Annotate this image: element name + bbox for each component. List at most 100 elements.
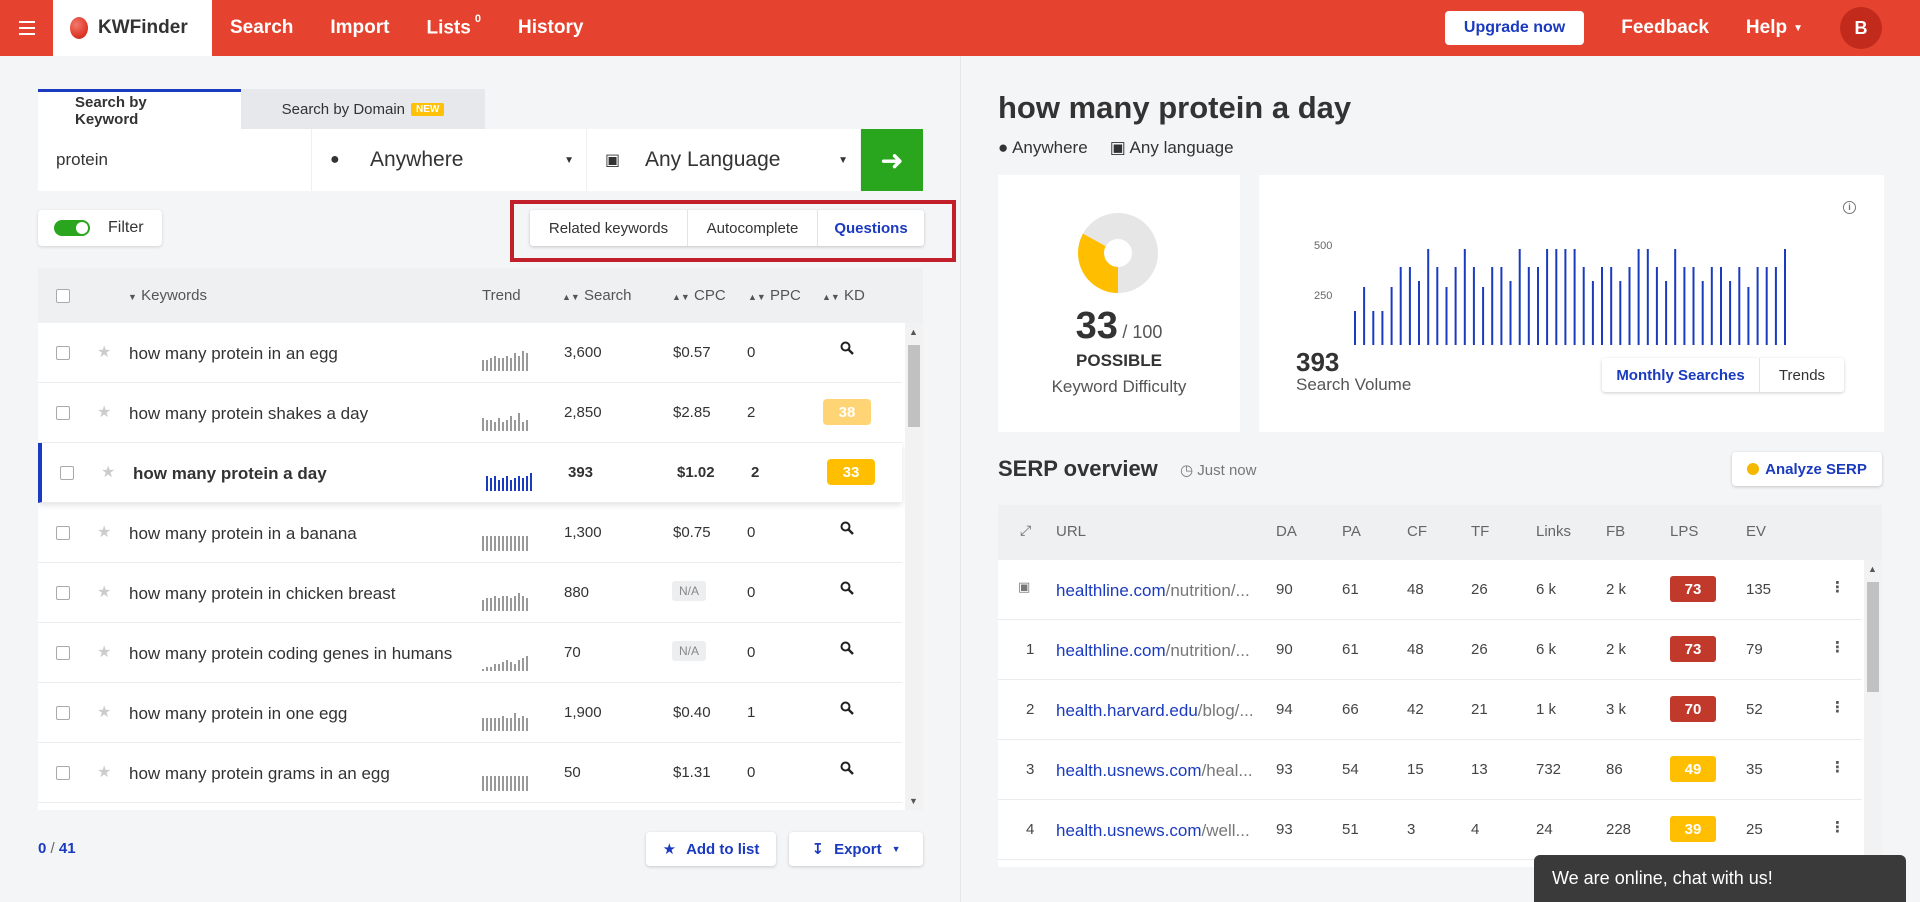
star-icon[interactable]: ★ [97, 704, 112, 721]
scroll-thumb[interactable] [1867, 582, 1879, 692]
select-all-checkbox[interactable] [56, 289, 70, 303]
analyze-serp-button[interactable]: Analyze SERP [1732, 452, 1882, 486]
keyword-text[interactable]: how many protein a day [133, 464, 327, 483]
col-keywords[interactable]: ▼ Keywords [128, 287, 207, 304]
star-icon[interactable]: ★ [97, 764, 112, 781]
tab-search-by-domain[interactable]: Search by Domain NEW [241, 89, 485, 129]
tab-questions[interactable]: Questions [834, 219, 908, 237]
tab-search-by-keyword[interactable]: Search by Keyword [38, 89, 241, 129]
brand[interactable]: KWFinder [53, 0, 212, 56]
cpc-value: $1.02 [677, 464, 715, 481]
search-icon[interactable] [840, 701, 854, 720]
keyword-text[interactable]: how many protein shakes a day [129, 404, 369, 423]
serp-scrollbar[interactable]: ▲ [1864, 560, 1882, 867]
row-checkbox[interactable] [56, 346, 70, 360]
upgrade-button[interactable]: Upgrade now [1444, 11, 1585, 45]
scroll-thumb[interactable] [908, 345, 920, 427]
star-icon[interactable]: ★ [97, 344, 112, 361]
table-row[interactable]: ★ how many protein shakes a day 2,850 $2.85… [38, 383, 902, 443]
serp-url[interactable]: health.usnews.com/well... [1056, 821, 1260, 841]
table-row[interactable]: ★ how many protein a day 393 $1.02 2 33 [38, 443, 902, 503]
table-row[interactable]: ★ how many protein in a banana 1,300 $0.75 0 [38, 503, 902, 563]
tab-related-keywords[interactable]: Related keywords [530, 210, 688, 246]
feedback-link[interactable]: Feedback [1621, 17, 1709, 38]
keyword-text[interactable]: how many protein in a banana [129, 524, 357, 543]
serp-row[interactable]: ▣ healthline.com/nutrition/... 90 61 48 26 6 k… [998, 560, 1862, 620]
scroll-down-icon[interactable]: ▼ [909, 796, 918, 806]
toggle-switch[interactable] [54, 220, 90, 236]
location-select[interactable]: ● Anywhere ▼ [312, 129, 587, 191]
search-icon[interactable] [840, 581, 854, 600]
monthly-searches-button[interactable]: Monthly Searches [1602, 358, 1760, 392]
table-row[interactable]: ★ how many protein grams in an egg 50 $1.31… [38, 743, 902, 803]
search-icon[interactable] [840, 641, 854, 660]
star-icon[interactable]: ★ [101, 464, 116, 481]
add-to-list-button[interactable]: ★ Add to list [646, 832, 776, 866]
serp-row[interactable]: 2 health.harvard.edu/blog/... 94 66 42 21 1 k 3… [998, 680, 1862, 740]
serp-url[interactable]: health.harvard.edu/blog/... [1056, 701, 1260, 721]
scrollbar[interactable]: ▲ ▼ [905, 323, 923, 810]
star-icon[interactable]: ★ [97, 644, 112, 661]
more-vertical-icon[interactable]: ⋮ [1830, 759, 1845, 776]
row-checkbox[interactable] [60, 466, 74, 480]
search-icon[interactable] [840, 341, 854, 360]
scroll-up-icon[interactable]: ▲ [909, 327, 918, 337]
serp-url[interactable]: health.usnews.com/heal... [1056, 761, 1260, 781]
table-row[interactable]: ★ how many protein coding genes in humans… [38, 623, 902, 683]
nav-search[interactable]: Search [230, 16, 294, 38]
search-icon[interactable] [840, 521, 854, 540]
info-icon[interactable]: i [1843, 201, 1856, 214]
filter-toggle[interactable]: Filter [38, 210, 162, 246]
chat-widget[interactable]: We are online, chat with us! [1534, 855, 1906, 902]
tab-autocomplete[interactable]: Autocomplete [688, 210, 818, 246]
keyword-text[interactable]: how many protein coding genes in humans [129, 644, 453, 663]
sort-icon: ▲▼ [748, 292, 766, 302]
row-checkbox[interactable] [56, 526, 70, 540]
search-go-button[interactable]: ➜ [861, 129, 923, 191]
scroll-up-icon[interactable]: ▲ [1868, 564, 1877, 574]
more-vertical-icon[interactable]: ⋮ [1830, 699, 1845, 716]
nav-lists[interactable]: Lists 0 [426, 13, 480, 39]
keyword-text[interactable]: how many protein in one egg [129, 704, 348, 723]
keyword-text[interactable]: how many protein in an egg [129, 344, 338, 363]
row-checkbox[interactable] [56, 646, 70, 660]
col-cpc[interactable]: ▲▼ CPC [672, 287, 726, 304]
keyword-input[interactable] [38, 129, 312, 191]
export-button[interactable]: ↧ Export ▼ [789, 832, 923, 866]
row-checkbox[interactable] [56, 406, 70, 420]
col-ppc[interactable]: ▲▼ PPC [748, 287, 801, 304]
keyword-text[interactable]: how many protein in chicken breast [129, 584, 396, 603]
nav-history[interactable]: History [517, 16, 584, 38]
nav-import[interactable]: Import [330, 16, 390, 38]
avatar[interactable]: B [1840, 7, 1882, 49]
serp-row[interactable]: 3 health.usnews.com/heal... 93 54 15 13 732 86 3… [998, 740, 1862, 800]
serp-cf: 48 [1407, 641, 1424, 658]
serp-row[interactable]: 1 healthline.com/nutrition/... 90 61 48 26 6 k… [998, 620, 1862, 680]
keyword-text[interactable]: how many protein grams in an egg [129, 764, 390, 783]
more-vertical-icon[interactable]: ⋮ [1830, 579, 1845, 596]
serp-row[interactable]: 4 health.usnews.com/well... 93 51 3 4 24 228 25 3… [998, 800, 1862, 860]
table-row[interactable]: ★ how many protein in one egg 1,900 $0.40 1 [38, 683, 902, 743]
serp-url[interactable]: healthline.com/nutrition/... [1056, 641, 1260, 661]
menu-icon[interactable] [0, 0, 53, 56]
trend-bar [502, 477, 504, 491]
row-checkbox[interactable] [56, 586, 70, 600]
more-vertical-icon[interactable]: ⋮ [1830, 639, 1845, 656]
trends-button[interactable]: Trends [1778, 366, 1826, 384]
star-icon[interactable]: ★ [97, 584, 112, 601]
expand-icon[interactable]: ⤢ [1020, 522, 1032, 538]
table-row[interactable]: ★ how many protein in an egg 3,600 $0.57 0 [38, 323, 902, 383]
star-icon[interactable]: ★ [97, 524, 112, 541]
help-menu[interactable]: Help ▼ [1746, 17, 1803, 39]
language-select[interactable]: ▣ Any Language ▼ [587, 129, 861, 191]
col-search[interactable]: ▲▼ Search [562, 287, 632, 304]
star-icon[interactable]: ★ [97, 404, 112, 421]
search-icon[interactable] [840, 761, 854, 780]
table-row[interactable]: ★ how many protein in chicken breast 880 N/… [38, 563, 902, 623]
row-checkbox[interactable] [56, 766, 70, 780]
serp-url[interactable]: healthline.com/nutrition/... [1056, 581, 1260, 601]
arrow-right-icon: ➜ [880, 144, 904, 176]
row-checkbox[interactable] [56, 706, 70, 720]
more-vertical-icon[interactable]: ⋮ [1830, 819, 1845, 836]
col-kd[interactable]: ▲▼ KD [822, 287, 865, 304]
